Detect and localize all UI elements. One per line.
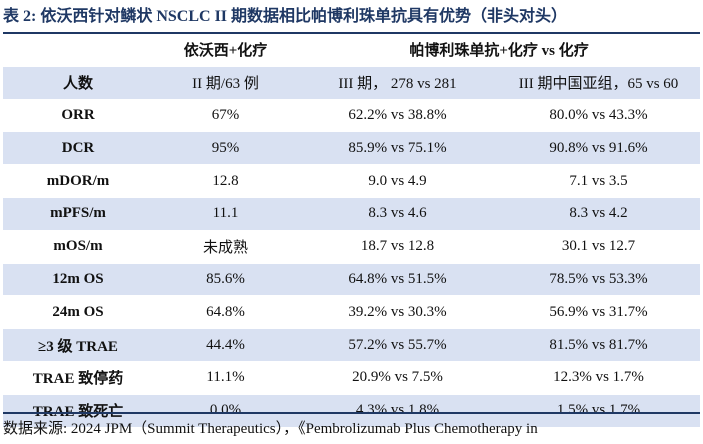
table-cell: 未成熟 <box>153 230 298 264</box>
table-cell: 64.8% vs 51.5% <box>298 263 497 297</box>
row-label: 24m OS <box>3 295 153 330</box>
table-cell: 11.1% <box>153 361 298 395</box>
table-cell: 12.8 <box>153 164 298 198</box>
table-cell: 0.0% <box>153 394 298 428</box>
table-row: TRAE 致死亡 0.0% 4.3% vs 1.8% 1.5% vs 1.7% <box>3 394 701 428</box>
table-cell: 8.3 vs 4.6 <box>298 197 497 231</box>
table-cell: 85.9% vs 75.1% <box>298 131 497 166</box>
table-cell: III 期中国亚组，65 vs 60 <box>497 66 701 100</box>
table-row: mPFS/m 11.1 8.3 vs 4.6 8.3 vs 4.2 <box>3 197 701 231</box>
table-cell: 80.0% vs 43.3% <box>497 99 701 133</box>
table-cell: 44.4% <box>153 328 298 362</box>
table-row: 24m OS 64.8% 39.2% vs 30.3% 56.9% vs 31.… <box>3 295 701 330</box>
table-row: 人数 II 期/63 例 III 期， 278 vs 281 III 期中国亚组… <box>3 66 701 100</box>
table-cell: II 期/63 例 <box>153 66 298 100</box>
comparison-table: 依沃西+化疗 帕博利珠单抗+化疗 vs 化疗 人数 II 期/63 例 III … <box>3 34 701 428</box>
table-cell: 56.9% vs 31.7% <box>497 295 701 330</box>
table-header-row: 依沃西+化疗 帕博利珠单抗+化疗 vs 化疗 <box>3 34 701 67</box>
header-cell-ivonescimab: 依沃西+化疗 <box>153 34 298 67</box>
table-title: 表 2: 依沃西针对鳞状 NSCLC II 期数据相比帕博利珠单抗具有优势（非头… <box>3 8 568 25</box>
row-label: 人数 <box>3 66 153 100</box>
table-cell: III 期， 278 vs 281 <box>298 66 497 100</box>
row-label: DCR <box>3 131 153 166</box>
table-row: mDOR/m 12.8 9.0 vs 4.9 7.1 vs 3.5 <box>3 164 701 198</box>
table-cell: 9.0 vs 4.9 <box>298 164 497 198</box>
table-row: 12m OS 85.6% 64.8% vs 51.5% 78.5% vs 53.… <box>3 263 701 297</box>
row-label: ORR <box>3 99 153 133</box>
table-cell: 11.1 <box>153 197 298 231</box>
table-cell: 90.8% vs 91.6% <box>497 131 701 166</box>
source-note: 数据来源: 2024 JPM（Summit Therapeutics），《Pem… <box>3 421 538 437</box>
table-cell: 85.6% <box>153 263 298 297</box>
table-cell: 8.3 vs 4.2 <box>497 197 701 231</box>
table-cell: 1.5% vs 1.7% <box>497 394 701 428</box>
row-label: mOS/m <box>3 230 153 264</box>
table-cell: 30.1 vs 12.7 <box>497 230 701 264</box>
header-cell-empty <box>3 34 153 67</box>
header-cell-pembrolizumab: 帕博利珠单抗+化疗 vs 化疗 <box>298 34 701 67</box>
table-row: ORR 67% 62.2% vs 38.8% 80.0% vs 43.3% <box>3 99 701 133</box>
row-label: mDOR/m <box>3 164 153 198</box>
table-cell: 95% <box>153 131 298 166</box>
row-label: ≥3 级 TRAE <box>3 328 153 362</box>
table-cell: 4.3% vs 1.8% <box>298 394 497 428</box>
table-cell: 20.9% vs 7.5% <box>298 361 497 395</box>
table-row: mOS/m 未成熟 18.7 vs 12.8 30.1 vs 12.7 <box>3 230 701 264</box>
table-cell: 62.2% vs 38.8% <box>298 99 497 133</box>
top-rule <box>3 32 700 34</box>
table-cell: 18.7 vs 12.8 <box>298 230 497 264</box>
bottom-rule <box>3 412 700 414</box>
row-label: mPFS/m <box>3 197 153 231</box>
table-cell: 57.2% vs 55.7% <box>298 328 497 362</box>
table-row: TRAE 致停药 11.1% 20.9% vs 7.5% 12.3% vs 1.… <box>3 361 701 395</box>
row-label: TRAE 致死亡 <box>3 394 153 428</box>
row-label: 12m OS <box>3 263 153 297</box>
table-cell: 67% <box>153 99 298 133</box>
table-cell: 78.5% vs 53.3% <box>497 263 701 297</box>
table-cell: 39.2% vs 30.3% <box>298 295 497 330</box>
row-label: TRAE 致停药 <box>3 361 153 395</box>
table-cell: 81.5% vs 81.7% <box>497 328 701 362</box>
table-cell: 64.8% <box>153 295 298 330</box>
table-cell: 12.3% vs 1.7% <box>497 361 701 395</box>
table-cell: 7.1 vs 3.5 <box>497 164 701 198</box>
table-row: DCR 95% 85.9% vs 75.1% 90.8% vs 91.6% <box>3 131 701 166</box>
table-row: ≥3 级 TRAE 44.4% 57.2% vs 55.7% 81.5% vs … <box>3 328 701 362</box>
